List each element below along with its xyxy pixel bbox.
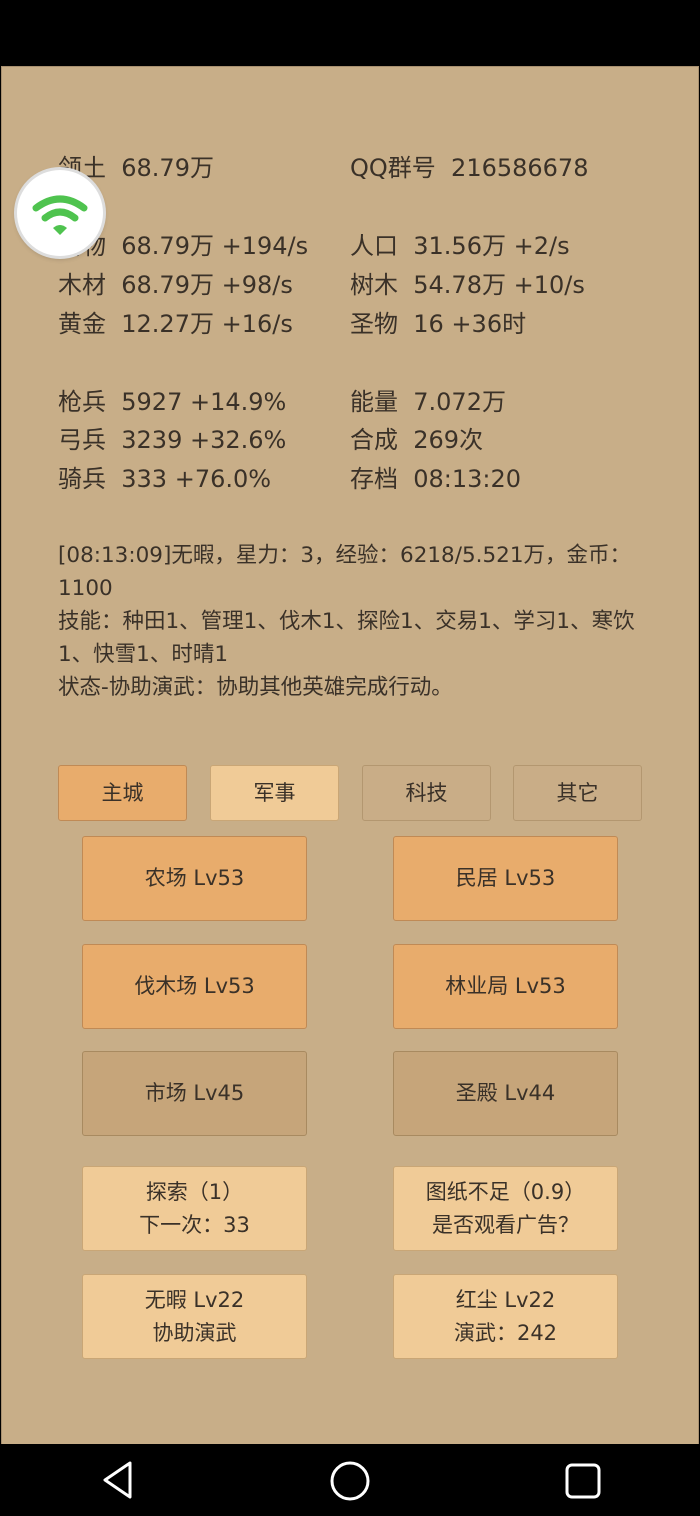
button-label: 无暇 Lv22 [144,1287,245,1312]
stat-energy: 能量 7.072万 [350,387,506,417]
button-label: 圣殿 Lv44 [455,1081,556,1105]
stat-value: 08:13:20 [413,465,522,493]
button-sublabel: 下一次：33 [139,1212,250,1237]
stat-value: 31.56万 +2/s [413,232,570,260]
button-label: 红尘 Lv22 [455,1287,556,1312]
stat-label: 圣物 [350,310,398,338]
back-icon[interactable] [100,1460,136,1500]
stat-label: 存档 [350,465,398,493]
home-icon[interactable] [329,1460,371,1502]
stat-gold: 黄金 12.27万 +16/s [58,309,293,339]
stat-label: QQ群号 [350,154,436,182]
stat-value: 5927 +14.9% [121,388,287,416]
stat-label: 骑兵 [58,465,106,493]
button-label: 林业局 Lv53 [445,974,566,998]
tab-label: 军事 [253,780,296,805]
button-sublabel: 协助演武 [152,1320,237,1345]
housing-button[interactable]: 民居 Lv53 [393,836,618,921]
stat-label: 人口 [350,232,398,260]
stat-qq-group: QQ群号 216586678 [350,153,588,183]
stat-value: 68.79万 +98/s [121,271,293,299]
log-line: [08:13:09]无暇，星力：3，经验：6218/5.521万，金币：1100 [58,543,632,601]
stat-label: 枪兵 [58,388,106,416]
log-skills: 技能：种田1、管理1、伐木1、探险1、交易1、学习1、寒饮1、快雪1、时晴1 [58,609,635,667]
recents-icon[interactable] [564,1462,602,1500]
stat-value: 68.79万 +194/s [121,232,309,260]
hero-button[interactable]: 无暇 Lv22 协助演武 [82,1274,307,1359]
stat-label: 能量 [350,388,398,416]
stat-save: 存档 08:13:20 [350,464,521,494]
tab-other[interactable]: 其它 [513,765,642,821]
wifi-icon [32,195,88,235]
tab-label: 主城 [101,780,144,805]
button-label: 市场 Lv45 [144,1081,245,1105]
stat-label: 木材 [58,271,106,299]
explore-button[interactable]: 探索（1） 下一次：33 [82,1166,307,1251]
stat-value: 68.79万 [121,154,214,182]
stat-value: 3239 +32.6% [121,426,287,454]
tab-technology[interactable]: 科技 [362,765,491,821]
farm-button[interactable]: 农场 Lv53 [82,836,307,921]
watch-ad-button[interactable]: 图纸不足（0.9） 是否观看广告？ [393,1166,618,1251]
stat-value: 216586678 [451,154,589,182]
event-log: [08:13:09]无暇，星力：3，经验：6218/5.521万，金币：1100… [58,539,643,704]
stat-value: 16 +36时 [413,310,527,338]
button-sublabel: 演武：242 [453,1320,558,1345]
tab-label: 其它 [556,780,599,805]
stat-value: 7.072万 [413,388,506,416]
stat-spearmen: 枪兵 5927 +14.9% [58,387,286,417]
stat-label: 合成 [350,426,398,454]
market-button[interactable]: 市场 Lv45 [82,1051,307,1136]
floating-wifi-button[interactable] [17,170,103,256]
stat-label: 树木 [350,271,398,299]
button-label: 图纸不足（0.9） [425,1179,586,1204]
stat-archers: 弓兵 3239 +32.6% [58,425,286,455]
system-nav-bar [0,1444,700,1516]
stat-relics: 圣物 16 +36时 [350,309,526,339]
stat-synthesis: 合成 269次 [350,425,483,455]
stat-cavalry: 骑兵 333 +76.0% [58,464,271,494]
stat-value: 269次 [413,426,484,454]
button-label: 农场 Lv53 [144,866,245,890]
stat-value: 54.78万 +10/s [413,271,585,299]
tab-main-city[interactable]: 主城 [58,765,187,821]
stat-trees: 树木 54.78万 +10/s [350,270,585,300]
stat-population: 人口 31.56万 +2/s [350,231,570,261]
stat-label: 黄金 [58,310,106,338]
button-label: 民居 Lv53 [455,866,556,890]
stat-value: 333 +76.0% [121,465,272,493]
hero-button[interactable]: 红尘 Lv22 演武：242 [393,1274,618,1359]
stat-value: 12.27万 +16/s [121,310,293,338]
temple-button[interactable]: 圣殿 Lv44 [393,1051,618,1136]
tab-label: 科技 [405,780,448,805]
forestry-button[interactable]: 林业局 Lv53 [393,944,618,1029]
stat-label: 弓兵 [58,426,106,454]
tab-military[interactable]: 军事 [210,765,339,821]
button-label: 伐木场 Lv53 [134,974,255,998]
button-label: 探索（1） [145,1179,244,1204]
log-status: 状态-协助演武：协助其他英雄完成行动。 [58,675,453,700]
button-sublabel: 是否观看广告？ [432,1212,579,1237]
lumber-mill-button[interactable]: 伐木场 Lv53 [82,944,307,1029]
stat-wood: 木材 68.79万 +98/s [58,270,293,300]
